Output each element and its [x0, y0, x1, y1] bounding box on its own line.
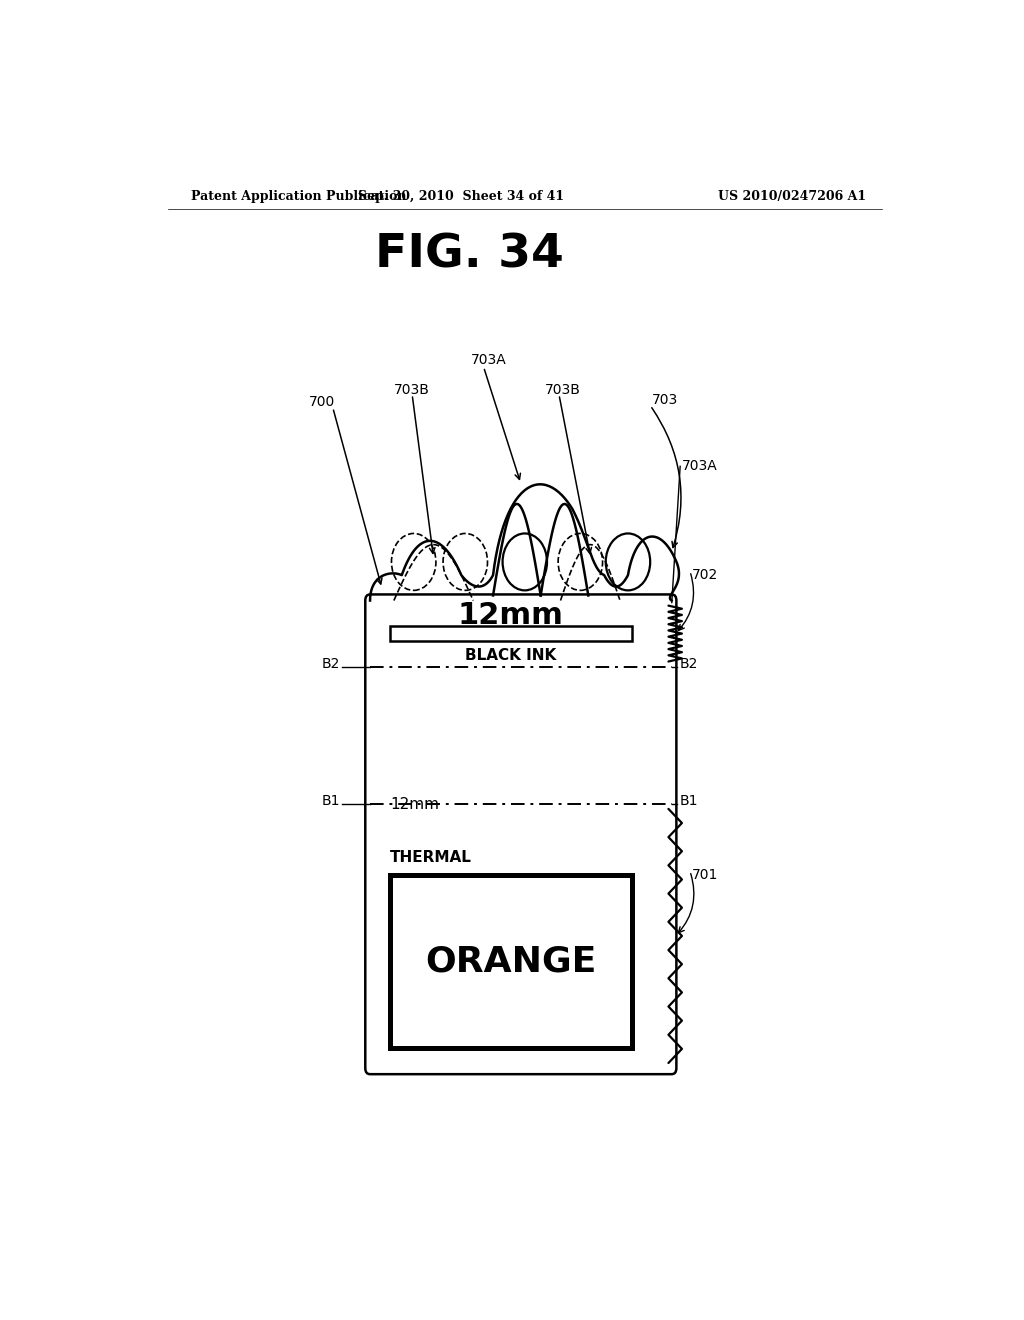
- Text: Patent Application Publication: Patent Application Publication: [191, 190, 407, 202]
- Text: Sep. 30, 2010  Sheet 34 of 41: Sep. 30, 2010 Sheet 34 of 41: [358, 190, 564, 202]
- Text: ORANGE: ORANGE: [425, 944, 597, 978]
- Text: FIG. 34: FIG. 34: [375, 232, 563, 277]
- Text: 12mm: 12mm: [458, 601, 564, 630]
- Text: 703A: 703A: [471, 352, 507, 367]
- Text: 702: 702: [691, 568, 718, 582]
- Text: B1: B1: [322, 793, 340, 808]
- Text: 703B: 703B: [545, 383, 581, 397]
- Text: 703: 703: [652, 393, 678, 408]
- Text: 701: 701: [691, 869, 718, 882]
- Text: 12mm: 12mm: [390, 797, 439, 812]
- FancyBboxPatch shape: [366, 594, 677, 1074]
- Text: B2: B2: [680, 656, 698, 671]
- Text: B1: B1: [680, 793, 698, 808]
- Text: BLACK INK: BLACK INK: [465, 648, 556, 664]
- Text: THERMAL: THERMAL: [390, 850, 472, 865]
- Bar: [390, 626, 632, 642]
- Text: US 2010/0247206 A1: US 2010/0247206 A1: [718, 190, 866, 202]
- Text: 703B: 703B: [394, 383, 430, 397]
- Bar: [390, 875, 632, 1048]
- Text: 700: 700: [309, 395, 336, 409]
- Text: 703A: 703A: [682, 459, 718, 474]
- Text: B2: B2: [322, 656, 340, 671]
